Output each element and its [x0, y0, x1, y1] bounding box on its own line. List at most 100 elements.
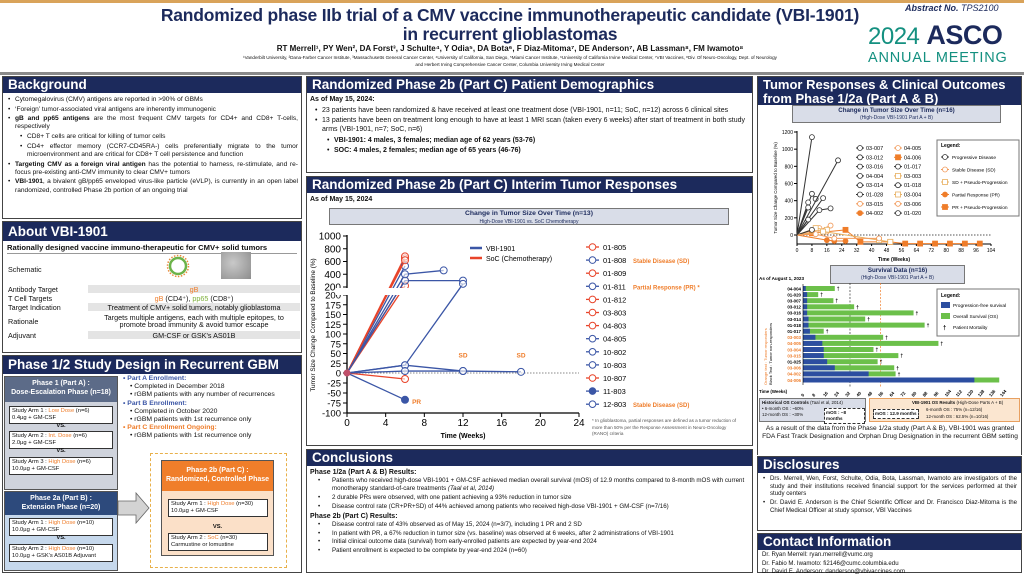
phase2b-dashed-frame — [150, 453, 287, 568]
x-tick-label: 72 — [899, 390, 906, 397]
legend-label: SoC (Chemotherapy) — [486, 256, 552, 263]
vbi-mos: mOS : 12.9 months — [873, 409, 919, 419]
pfs-bar-03-012 — [803, 304, 808, 310]
list-item: VBI-1901: 4 males, 3 females; median age… — [325, 136, 745, 145]
data-point-01-020 — [805, 204, 812, 211]
x-tick-label: 88 — [922, 390, 929, 397]
disclosures-heading: Disclosures — [758, 457, 1021, 473]
series-line-04-002 — [796, 234, 846, 242]
y-tick-label: 0 — [790, 233, 793, 239]
legend-patient-id: 10-802 — [603, 348, 626, 357]
patient-label: 04-002 — [787, 372, 801, 377]
conclusion-item: • Disease control rate of 43% observed as… — [318, 520, 582, 528]
legend-patient-id: 03-015 — [866, 202, 883, 208]
vbi-os-ref: (High-Dose Parts A + B) — [956, 400, 1004, 405]
legend-patient-id: 04-005 — [904, 146, 921, 152]
text: 13 patients have been on treatment long … — [322, 117, 745, 134]
x-axis-label: Time (Weeks) — [759, 389, 788, 394]
y-tick-label: 1000 — [782, 147, 793, 153]
background-list: Cytomegalovirus (CMV) antigens are repor… — [6, 96, 298, 196]
legend-marker — [895, 154, 901, 161]
data-point-03-016 — [820, 195, 827, 201]
os-bar-03-006 — [803, 365, 895, 371]
legend-label: Partial Response (PR) — [952, 193, 1000, 199]
data-point-04-006 — [917, 240, 924, 247]
chart-subtitle: (High-Dose VBI-1901 Part A + B) — [861, 274, 934, 281]
legend-marker — [588, 256, 597, 264]
interim-tumor-chart: 2004006008001000-100-75-50-2502550751001… — [310, 232, 700, 441]
contact-list: Dr. Ryan Merrell: ryan.merrell@vumc.org … — [762, 551, 905, 577]
text: has the potential to harness, re-stimula… — [15, 160, 298, 176]
annotation: PR — [412, 399, 421, 406]
series-line-04-004 — [796, 160, 839, 236]
data-point-01-812 — [401, 256, 409, 265]
text: 23 patients have been randomized & have … — [322, 107, 729, 114]
demographics-list: 23 patients have been randomized & have … — [313, 106, 745, 156]
y-axis-label: Tumor Size Change Compared to Baseline (… — [773, 142, 778, 234]
header-divider — [0, 72, 1024, 75]
abstract-number: Abstract No. TPS2100 — [905, 3, 999, 13]
x-tick-label: 20 — [535, 418, 547, 429]
enrollment-item: • rGBM patients with 1st recurrence only — [130, 416, 252, 424]
legend-marker — [857, 210, 863, 216]
patient-label: 03-004 — [787, 347, 801, 352]
historical-6mo: • 6-month OS : ~60% — [762, 406, 804, 411]
legend-patient-id: 12-803 — [603, 400, 626, 409]
cd8-text: (CD8⁺) — [208, 293, 234, 303]
conclusions-heading: Conclusions — [307, 450, 752, 466]
contact-heading: Contact Information — [758, 534, 1021, 550]
legend-title: Legend: — [941, 143, 961, 149]
y-axis-label-nonresponders: Black Text : Tumor non-responders — [768, 323, 773, 385]
series-line-01-812 — [346, 259, 406, 374]
data-point-03-004 — [887, 238, 894, 245]
x-tick-label: 0 — [800, 392, 806, 398]
legend-label: SD + Pseudo-Progression — [952, 180, 1008, 186]
x-tick-label: 56 — [877, 390, 884, 397]
conclusion-section-heading: Phase 2b (Part C) Results: — [310, 512, 398, 520]
y-tick-label: 75 — [330, 339, 341, 350]
y-tick-label: 25 — [330, 359, 341, 370]
legend-label: PR + Pseudo-Progression — [952, 205, 1008, 211]
legend-marker — [895, 182, 901, 189]
y-tick-label: 1000 — [319, 232, 342, 243]
legend-response-note: Stable Disease (SD) — [633, 403, 689, 409]
legend-patient-id: 11-803 — [603, 387, 626, 396]
data-point-04-006 — [842, 226, 849, 233]
chart-subtitle: (High-Dose VBI-1901 Part A + B) — [860, 114, 933, 121]
enrollment-heading: Part B Enrollment: — [127, 399, 187, 407]
legend-marker — [942, 166, 948, 173]
pfs-bar-01-017 — [803, 328, 810, 334]
vbi-12mo: 12-month OS : 62.5% (n=10/16) — [926, 414, 989, 419]
conclusion-item: • Initial clinical outcome data (survival… — [318, 538, 597, 546]
survival-chart-title-box: Survival Data (n=16) (High-Dose VBI-1901 … — [830, 265, 965, 284]
bold-text: SOC: 4 males, 2 females; median age of 6… — [334, 146, 521, 154]
x-tick-label: 8 — [811, 392, 817, 398]
data-point-01-028 — [816, 207, 823, 214]
legend-patient-id: 01-812 — [603, 295, 626, 304]
disclosures-panel: Disclosures Drs. Merrell, Wen, Forst, Sc… — [757, 456, 1022, 531]
phase2a-arm1: Study Arm 1 : High Dose (n=10) 10.0µg + G… — [9, 518, 113, 536]
legend-box — [936, 139, 1020, 217]
conclusion-item: • In patient with PR, a 67% reduction in … — [318, 529, 674, 537]
legend-label: Progressive Disease — [952, 155, 996, 161]
y-tick-label: 0 — [336, 369, 341, 380]
vbi-os-box: VBI-1901 OS Results (High-Dose Parts A +… — [869, 398, 1020, 422]
data-point-04-006 — [976, 240, 983, 247]
affiliations-line1: ¹Vanderbilt University, ²Dana-Farber Can… — [243, 55, 777, 60]
text: , a bivalent gB/pp65 enveloped virus-lik… — [15, 178, 298, 194]
mortality-dagger: † — [940, 341, 943, 347]
patient-label: 01-017 — [787, 329, 801, 334]
phase1-header: Phase 1 (Part A) : Dose-Escalation Phase … — [5, 377, 117, 402]
pfs-bar-03-014 — [803, 316, 809, 322]
background-heading: Background — [3, 77, 301, 93]
row-label: Rationale — [8, 316, 39, 326]
pfs-bar-03-003 — [803, 334, 816, 340]
legend-marker — [895, 210, 901, 216]
x-tick-label: 112 — [955, 389, 964, 398]
data-point-03-006 — [831, 235, 838, 242]
historical-mos: mOS : ~8 months — [824, 408, 865, 424]
legend-marker — [895, 191, 901, 198]
conclusion-item: • Patients who received high-dose VBI-190… — [318, 477, 745, 492]
x-tick-label: 40 — [855, 390, 862, 397]
study-design-heading: Phase 1/2 Study Design in Recurrent GBM … — [3, 356, 301, 390]
